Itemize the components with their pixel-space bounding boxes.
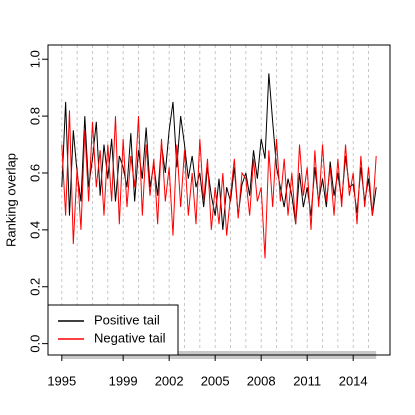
series-line [61,110,377,259]
x-tick-label: 2014 [339,373,368,388]
y-tick-label: 0.2 [27,278,42,296]
x-tick-label: 2002 [155,373,184,388]
x-tick-label: 1999 [109,373,138,388]
y-tick-label: 0.8 [27,107,42,125]
x-tick-label: 2008 [247,373,276,388]
y-axis-label: Ranking overlap [3,153,18,247]
legend-label: Negative tail [94,330,166,345]
series-line [61,73,377,230]
x-tick-label: 2005 [201,373,230,388]
y-tick-label: 0.0 [27,335,42,353]
x-tick-label: 2011 [293,373,321,388]
y-tick-label: 0.4 [27,221,42,239]
plot-frame [47,44,391,356]
y-tick-label: 1.0 [27,50,42,68]
y-tick-label: 0.6 [27,164,42,182]
x-tick-label: 1995 [47,373,76,388]
legend-box [47,304,179,356]
legend-label: Positive tail [94,312,160,327]
